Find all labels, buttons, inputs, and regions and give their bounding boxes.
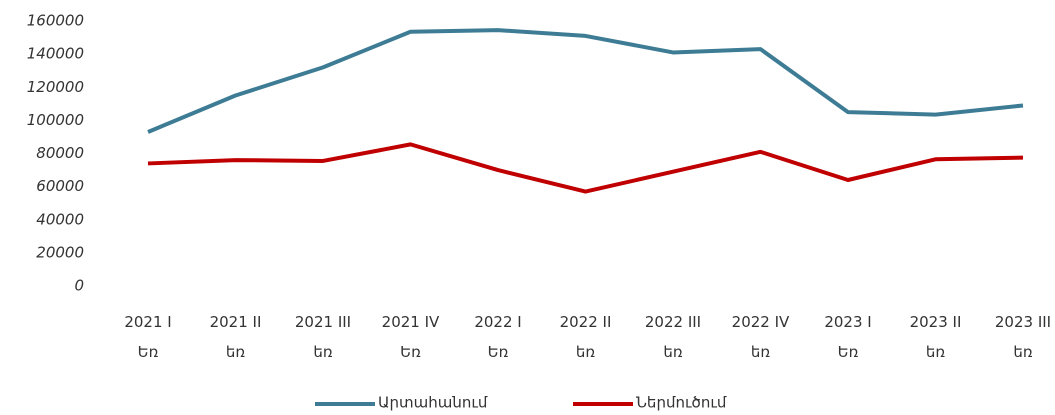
x-tick-label: 2023 III եռ	[994, 313, 1052, 361]
y-tick-label: 20000	[36, 243, 84, 261]
y-tick-label: 0	[74, 277, 84, 295]
x-tick-label: 2022 III եռ	[644, 313, 702, 361]
y-tick-label: 40000	[36, 210, 84, 228]
x-tick-label: 2021 II եռ	[209, 313, 262, 361]
x-tick-label: 2021 III եռ	[294, 313, 352, 361]
y-tick-label: 120000	[27, 78, 84, 96]
y-tick-label: 80000	[36, 144, 84, 162]
y-tick-label: 100000	[27, 111, 84, 129]
legend-label: Արտահանում	[378, 394, 488, 412]
x-tick-label: 2022 IV եռ	[731, 313, 790, 361]
y-tick-label: 160000	[27, 12, 84, 30]
series-line	[147, 142, 1024, 194]
y-tick-label: 140000	[27, 45, 84, 63]
x-tick-label: 2023 II եռ	[909, 313, 962, 361]
x-tick-label: 2023 I Եռ	[824, 313, 872, 361]
y-tick-label: 60000	[36, 177, 84, 195]
x-tick-label: 2021 IV Եռ	[381, 313, 440, 361]
x-tick-label: 2022 II եռ	[559, 313, 612, 361]
x-tick-label: 2022 I Եռ	[474, 313, 522, 361]
x-tick-label: 2021 I Եռ	[124, 313, 172, 361]
legend-label: Ներմուծում	[636, 394, 727, 412]
series-line	[147, 28, 1024, 134]
